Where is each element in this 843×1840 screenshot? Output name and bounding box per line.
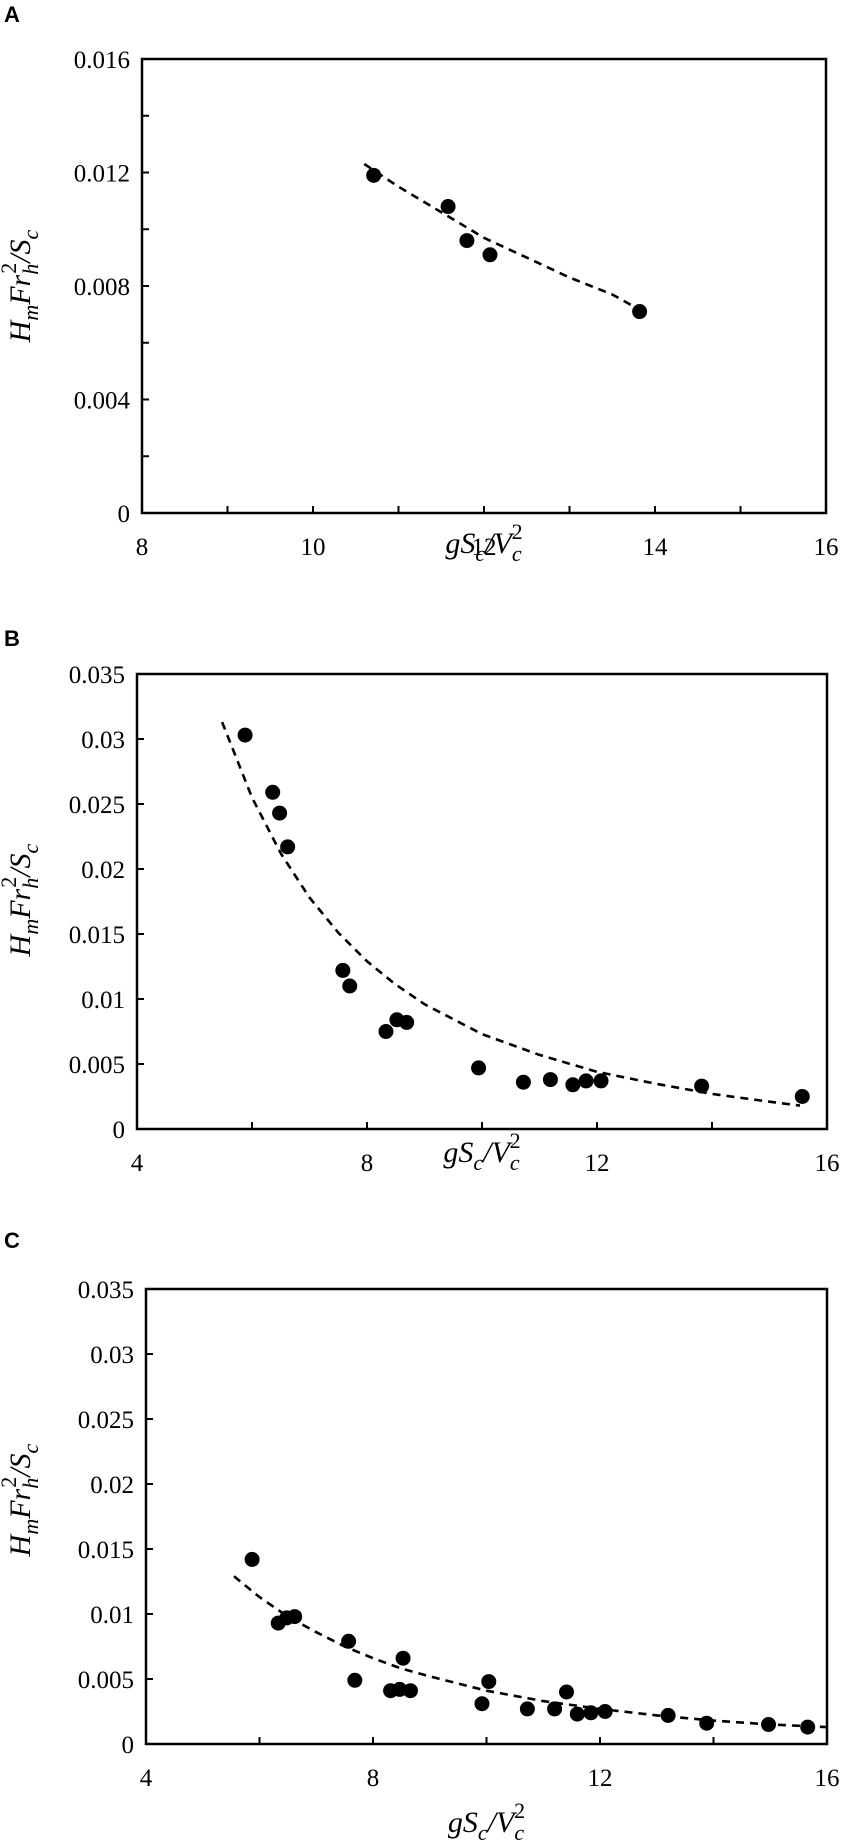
data-point <box>699 1715 715 1731</box>
data-point <box>542 1072 558 1088</box>
x-tick-label: 8 <box>367 1765 380 1792</box>
y-axis-label: HmFrh2/Sc <box>0 229 43 343</box>
data-point <box>265 784 281 800</box>
x-axis-label: gSc/Vc2 <box>445 519 522 566</box>
x-tick-label: 12 <box>585 1150 610 1177</box>
data-point <box>280 839 296 855</box>
data-point <box>597 1704 613 1719</box>
x-tick-label: 10 <box>301 534 326 561</box>
data-point <box>440 199 456 215</box>
y-tick-label: 0.01 <box>81 987 125 1014</box>
y-tick-label: 0.012 <box>74 161 130 188</box>
data-point <box>471 1060 487 1076</box>
y-tick-label: 0.025 <box>78 1407 134 1434</box>
y-tick-label: 0.016 <box>74 47 130 74</box>
data-point <box>519 1701 535 1717</box>
x-axis-label: gSc/Vc2 <box>443 1128 520 1175</box>
x-tick-label: 16 <box>815 1765 840 1792</box>
y-axis-label: HmFrh2/Sc <box>0 1443 43 1557</box>
y-tick-label: 0.005 <box>69 1052 125 1079</box>
data-point <box>459 233 475 249</box>
data-point <box>559 1684 575 1700</box>
panel-b: B 0 0.005 0.01 0.015 0.02 0.025 0.03 0.035 4 8 12 1… <box>0 626 840 1178</box>
x-tick-label: 12 <box>472 534 497 561</box>
data-point <box>347 1672 363 1688</box>
data-point <box>482 247 498 263</box>
data-point <box>474 1696 490 1712</box>
data-point <box>244 1551 260 1567</box>
x-tick-label: 4 <box>140 1765 153 1792</box>
panel-letter-b: B <box>4 626 20 651</box>
data-point <box>569 1706 585 1722</box>
data-point <box>481 1674 497 1690</box>
fit-curve <box>233 1575 828 1729</box>
data-point <box>565 1077 581 1093</box>
panel-letter-c: C <box>4 1228 20 1253</box>
data-point <box>237 727 253 743</box>
data-point <box>800 1719 816 1735</box>
x-tick-label: 12 <box>588 1765 613 1792</box>
data-point <box>378 1024 394 1039</box>
y-tick-label: 0.015 <box>69 922 125 949</box>
y-tick-label: 0.01 <box>90 1602 134 1629</box>
data-point <box>366 167 382 183</box>
x-tick-label: 16 <box>815 1150 840 1177</box>
data-point <box>402 1683 418 1699</box>
y-tick-label: 0.035 <box>69 662 125 689</box>
x-axis-label: gSc/Vc2 <box>448 1798 525 1840</box>
data-point <box>395 1650 411 1666</box>
panel-letter-a: A <box>4 2 20 27</box>
y-tick-label: 0.004 <box>74 388 131 415</box>
chart-b: 0 0.005 0.01 0.015 0.02 0.025 0.03 0.035 4 8 12 16 g… <box>0 662 840 1177</box>
y-tick-label: 0.005 <box>78 1667 134 1694</box>
y-tick-label: 0 <box>122 1732 135 1759</box>
y-tick-label: 0.015 <box>78 1537 134 1564</box>
data-point <box>342 978 358 994</box>
y-tick-label: 0.035 <box>78 1277 134 1304</box>
data-point <box>287 1609 303 1625</box>
y-tick-label: 0.008 <box>74 274 130 301</box>
data-point <box>547 1701 563 1717</box>
x-tick-label: 14 <box>643 534 669 561</box>
data-point <box>761 1717 777 1732</box>
fit-curve <box>220 721 801 1107</box>
x-tick-label: 8 <box>136 534 149 561</box>
x-tick-label: 16 <box>814 534 839 561</box>
chart-a: 0 0.004 0.008 0.012 0.016 8 10 12 14 16 gSc/Vc2 HmF… <box>0 47 839 566</box>
data-point <box>660 1707 676 1723</box>
y-tick-label: 0.03 <box>81 727 125 754</box>
x-tick-label: 8 <box>361 1150 374 1177</box>
y-tick-label: 0.02 <box>90 1472 134 1499</box>
y-tick-label: 0.02 <box>81 857 125 884</box>
data-point <box>694 1078 710 1094</box>
y-tick-label: 0 <box>118 501 131 528</box>
fit-curve <box>363 162 634 308</box>
data-point <box>632 304 648 320</box>
y-tick-label: 0.025 <box>69 792 125 819</box>
x-tick-label: 4 <box>131 1150 144 1177</box>
y-tick-label: 0.03 <box>90 1342 134 1369</box>
y-tick-label: 0 <box>113 1117 126 1144</box>
data-point <box>593 1073 609 1089</box>
data-point <box>515 1074 531 1090</box>
data-point <box>583 1705 599 1721</box>
data-point <box>335 962 351 978</box>
data-point <box>794 1089 810 1104</box>
data-point <box>578 1073 594 1089</box>
data-point <box>272 805 288 821</box>
data-point <box>341 1633 357 1649</box>
data-point <box>399 1014 415 1030</box>
panel-a: A 0 0.004 0.008 0.012 0.016 8 10 12 14 16 gSc/Vc2 H… <box>0 0 843 567</box>
y-axis-label: HmFrh2/Sc <box>0 843 43 957</box>
